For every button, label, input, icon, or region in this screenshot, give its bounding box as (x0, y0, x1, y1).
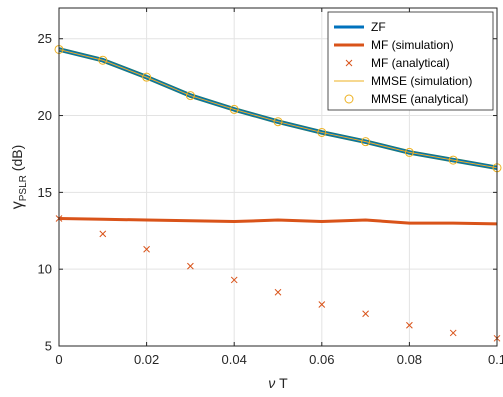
series-line-mmse-simulation (58, 48, 498, 169)
x-axis-label: ν T (268, 375, 288, 391)
x-tick-label: 0.04 (222, 352, 247, 367)
marker-mmse-analytical (229, 104, 239, 114)
legend-swatch-mf-analytical (345, 59, 353, 67)
marker-stroke (406, 321, 413, 329)
marker-mf-analytical (274, 288, 282, 296)
marker-stroke (230, 276, 238, 284)
legend-label-zf: ZF (371, 20, 386, 34)
x-tick-label: 0.08 (397, 352, 422, 367)
x-tick-label: 0.06 (309, 352, 334, 367)
x-tick-label: 0 (55, 352, 62, 367)
marker-mf-analytical (230, 276, 238, 284)
y-tick-label: 25 (38, 31, 52, 46)
marker-mmse-analytical (317, 127, 327, 137)
marker-stroke (274, 288, 282, 296)
y-tick-label: 10 (38, 262, 52, 277)
marker-mmse-analytical (273, 117, 283, 127)
marker-mf-analytical (318, 301, 326, 308)
marker-mmse-analytical (448, 155, 458, 165)
legend-label-mf-analytical: MF (analytical) (371, 56, 450, 70)
y-tick-label: 5 (45, 339, 52, 354)
marker-mmse-analytical (98, 55, 108, 65)
marker-mf-analytical (187, 262, 194, 270)
legend-label-mf-simulation: MF (simulation) (371, 38, 454, 52)
y-tick-label: 15 (38, 185, 52, 200)
x-tick-label: 0.1 (488, 352, 503, 367)
marker-mf-analytical (449, 329, 457, 337)
marker-mf-analytical (362, 310, 369, 318)
marker-mf-analytical (143, 245, 150, 253)
plot-frame (58, 7, 498, 347)
ticks: 0 0.02 0.04 0.06 0.08 0.1 5 10 15 20 25 (38, 8, 503, 367)
y-tick-label: 20 (38, 108, 52, 123)
marker-stroke (318, 301, 326, 308)
marker-mmse-analytical (361, 137, 371, 147)
marker-stroke (449, 329, 457, 337)
y-axis-label: γPSLR (dB) (9, 145, 29, 209)
legend-label-mmse-simulation: MMSE (simulation) (371, 74, 472, 88)
marker-mf-analytical (99, 230, 107, 238)
marker-mmse-analytical (404, 147, 414, 157)
legend-swatch-mmse-analytical (344, 94, 354, 104)
legend-label-mmse-analytical: MMSE (analytical) (371, 92, 468, 106)
legend: ZF MF (simulation) MF (analytical) MMSE … (327, 11, 494, 111)
marker-mf-analytical (406, 321, 413, 329)
marker-stroke (99, 230, 107, 238)
marker-stroke (362, 310, 369, 318)
x-tick-label: 0.02 (134, 352, 159, 367)
series-layer (54, 44, 502, 342)
marker-mmse-analytical (185, 91, 195, 101)
series-line-mf-simulation (58, 216, 498, 226)
marker-mmse-analytical (142, 72, 152, 82)
marker-stroke (187, 262, 194, 270)
marker-stroke (143, 245, 150, 253)
